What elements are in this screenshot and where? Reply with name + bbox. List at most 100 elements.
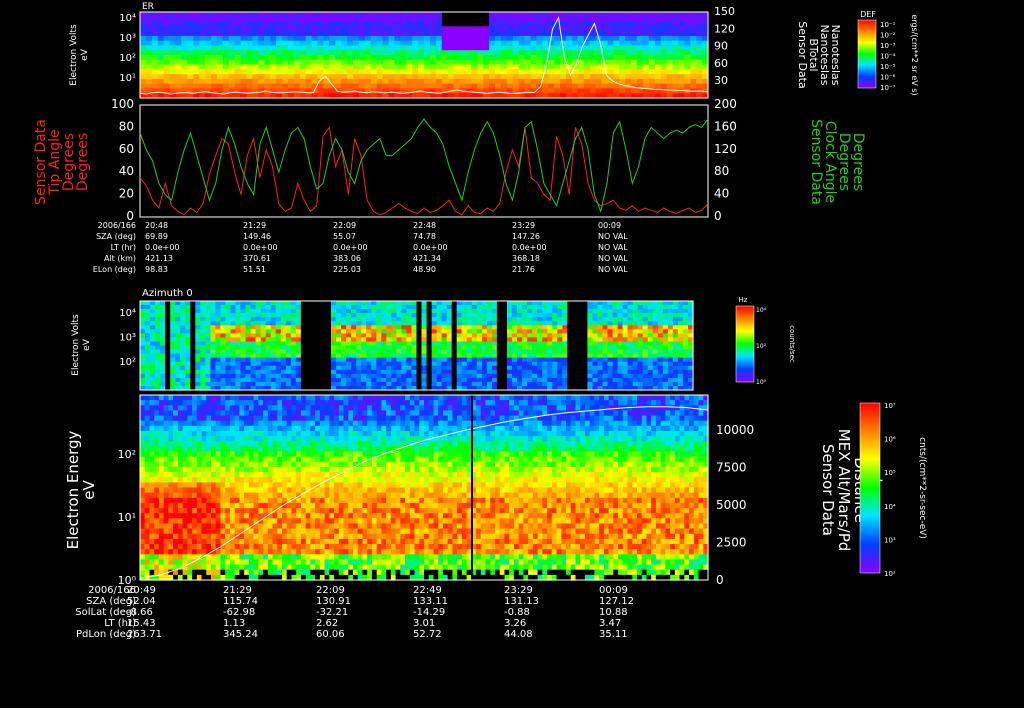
ee-cell bbox=[173, 446, 179, 453]
azimuth-cell bbox=[652, 325, 659, 330]
azimuth-cell bbox=[672, 369, 679, 375]
er-cell bbox=[453, 64, 461, 70]
er-cell bbox=[648, 16, 656, 23]
er-cell bbox=[199, 45, 206, 51]
azimuth-cell bbox=[260, 365, 267, 371]
er-cell bbox=[329, 40, 336, 47]
azimuth-cell bbox=[507, 329, 513, 334]
er-cell bbox=[370, 88, 378, 94]
ee-cell bbox=[187, 518, 193, 524]
ee-cell bbox=[215, 523, 221, 530]
azimuth-cell bbox=[532, 329, 538, 334]
ee-cell bbox=[215, 425, 221, 432]
azimuth-cell bbox=[240, 301, 247, 306]
er-cell bbox=[211, 16, 218, 23]
er-cell bbox=[311, 40, 319, 47]
azimuth-cell bbox=[155, 317, 161, 322]
azimuth-cell bbox=[140, 305, 146, 310]
azimuth-cell bbox=[627, 361, 634, 367]
er-cell bbox=[702, 55, 709, 61]
azimuth-cell bbox=[632, 386, 639, 391]
ee-cell bbox=[158, 466, 165, 473]
azimuth-cell bbox=[396, 381, 402, 387]
azimuth-cell bbox=[140, 353, 146, 359]
azimuth-cell bbox=[200, 301, 206, 306]
azimuth-cell bbox=[285, 386, 292, 391]
azimuth-cell bbox=[642, 309, 649, 314]
ee-cell bbox=[211, 487, 217, 494]
er-cell bbox=[282, 26, 289, 32]
er-cell bbox=[489, 31, 496, 37]
azimuth-cell bbox=[652, 321, 659, 326]
azimuth-cell bbox=[285, 369, 292, 375]
ee-cell bbox=[187, 410, 193, 417]
er-cell bbox=[151, 74, 159, 80]
azimuth-cell bbox=[627, 321, 634, 326]
ee-cell bbox=[192, 456, 198, 463]
er-cell bbox=[216, 59, 224, 66]
azimuth-cell bbox=[567, 321, 573, 326]
er-cell bbox=[299, 35, 307, 42]
azimuth-cell bbox=[310, 369, 317, 375]
ee-cell bbox=[140, 425, 146, 432]
er-cell bbox=[690, 35, 697, 42]
er-cell bbox=[140, 64, 147, 70]
ee-cell bbox=[206, 564, 212, 571]
ee-cell bbox=[220, 544, 226, 550]
azimuth-cell bbox=[371, 381, 377, 387]
azimuth-cell bbox=[688, 345, 694, 351]
er-cell bbox=[335, 74, 342, 80]
er-cell bbox=[412, 35, 419, 42]
er-cell bbox=[589, 93, 597, 99]
ee-cell bbox=[149, 559, 155, 566]
er-cell bbox=[613, 93, 620, 99]
azimuth-cell bbox=[647, 349, 654, 355]
er-cell bbox=[424, 69, 431, 75]
azimuth-cell bbox=[481, 341, 488, 347]
azimuth-cell bbox=[180, 333, 186, 338]
er-cell bbox=[441, 21, 449, 27]
azimuth-cell bbox=[662, 386, 669, 391]
er-cell bbox=[447, 35, 455, 42]
ee-cell bbox=[192, 549, 198, 555]
er-cell bbox=[246, 88, 253, 94]
er-cell bbox=[429, 78, 437, 85]
er-cell bbox=[548, 21, 555, 27]
er-cell bbox=[548, 74, 555, 80]
azimuth-cell bbox=[411, 373, 418, 379]
azimuth-cell bbox=[331, 333, 337, 338]
er-cell bbox=[287, 45, 295, 51]
ee-cell bbox=[168, 523, 174, 530]
er-cell bbox=[435, 50, 443, 56]
er-cell bbox=[199, 93, 206, 99]
er-cell bbox=[566, 12, 573, 18]
azimuth-cell bbox=[476, 321, 483, 326]
ee-cell bbox=[182, 518, 188, 524]
ee-cell bbox=[144, 451, 150, 458]
ee-cell bbox=[211, 482, 217, 489]
er-cell bbox=[506, 69, 514, 75]
azimuth-cell bbox=[275, 349, 282, 355]
ee-cell bbox=[201, 477, 207, 483]
azimuth-cell bbox=[195, 369, 201, 375]
azimuth-cell bbox=[265, 369, 272, 375]
er-cell bbox=[335, 64, 342, 70]
er-cell bbox=[512, 83, 520, 90]
azimuth-cell bbox=[481, 305, 488, 310]
ee-cell bbox=[168, 425, 174, 432]
er-cell bbox=[240, 78, 248, 85]
azimuth-cell bbox=[195, 349, 201, 355]
ee-cell bbox=[149, 405, 155, 411]
er-cell bbox=[317, 55, 324, 61]
table-label: 2006/166 bbox=[98, 221, 136, 230]
azimuth-cell bbox=[235, 386, 242, 391]
er-cell bbox=[311, 64, 319, 70]
azimuth-cell bbox=[396, 333, 402, 338]
er-cell bbox=[382, 35, 390, 42]
ee-cell bbox=[154, 436, 160, 442]
ee-cell bbox=[220, 538, 226, 545]
azimuth-cell bbox=[341, 361, 347, 367]
er-cell bbox=[560, 59, 567, 66]
er-cell bbox=[418, 35, 425, 42]
ee-cell bbox=[158, 544, 165, 550]
